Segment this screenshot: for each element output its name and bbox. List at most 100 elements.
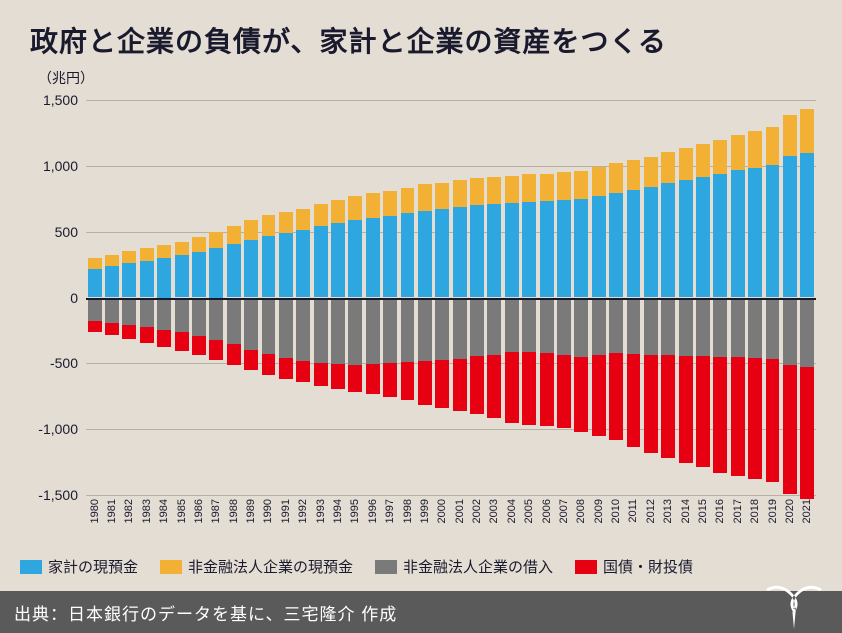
bar-segment [157,245,171,258]
bar-segment [348,220,362,298]
legend-label: 非金融法人企業の現預金 [188,556,353,577]
xtick-label: 2018 [749,499,761,523]
bar-segment [331,223,345,297]
bar-segment [418,211,432,298]
bar-segment [661,183,675,298]
bar-segment [192,298,206,336]
bar-segment [661,298,675,356]
bar-segment [244,220,258,239]
bar-segment [418,184,432,210]
bar-segment [157,258,171,298]
bar-segment [105,266,119,298]
bar-segment [296,298,310,361]
xtick-label: 1980 [89,499,101,523]
grid-line [86,495,816,496]
bar-segment [487,177,501,204]
xtick-label: 1986 [193,499,205,523]
bar-segment [557,298,571,355]
bar-segment [453,359,467,412]
ytick-label: -1,000 [38,421,78,437]
bar-segment [435,360,449,408]
xtick-label: 1997 [384,499,396,523]
bar-segment [522,298,536,353]
bar-segment [540,298,554,353]
bar-segment [627,190,641,298]
bar-segment [244,350,258,371]
bar-segment [470,178,484,205]
legend-swatch [20,560,42,574]
xtick-label: 2001 [454,499,466,523]
bar-segment [644,157,658,187]
xtick-label: 1985 [176,499,188,523]
bar-segment [175,255,189,297]
bar-segment [122,298,136,326]
bar-segment [679,180,693,298]
xtick-label: 2006 [541,499,553,523]
bar-segment [383,363,397,397]
bar-segment [435,298,449,361]
bar-segment [800,109,814,152]
bar-segment [140,261,154,298]
bar-segment [105,323,119,335]
bar-segment [731,357,745,476]
bar-segment [644,187,658,298]
bar-segment [418,361,432,404]
xtick-label: 1991 [280,499,292,523]
xtick-label: 1984 [158,499,170,523]
bar-segment [140,298,154,328]
bar-segment [609,193,623,298]
ytick-label: 1,500 [43,92,78,108]
xtick-label: 2014 [680,499,692,523]
bar-segment [209,298,223,340]
xtick-label: 1998 [402,499,414,523]
bar-segment [487,204,501,297]
ytick-label: 500 [55,224,78,240]
bar-segment [140,248,154,261]
bar-segment [540,174,554,202]
bar-segment [435,209,449,297]
xtick-label: 1995 [349,499,361,523]
bar-segment [453,207,467,297]
xtick-label: 2015 [697,499,709,523]
bar-segment [366,193,380,217]
bar-segment [505,352,519,423]
bar-segment [401,188,415,214]
grid-line [86,298,816,300]
bar-segment [175,332,189,351]
bar-segment [731,298,745,358]
xtick-label: 1994 [332,499,344,523]
bar-segment [696,298,710,357]
bar-segment [627,354,641,447]
xtick-label: 2004 [506,499,518,523]
bar-segment [209,340,223,360]
bar-segment [470,356,484,414]
logo-icon [762,579,826,629]
bar-segment [453,180,467,207]
bar-segment [487,298,501,355]
bar-segment [296,361,310,383]
bar-segment [574,357,588,431]
source-text: 出典：日本銀行のデータを基に、三宅隆介 作成 [14,600,397,625]
xtick-label: 1982 [123,499,135,523]
xtick-label: 1981 [106,499,118,523]
bar-segment [696,356,710,467]
bar-segment [401,298,415,363]
bar-segment [679,298,693,357]
bar-segment [766,298,780,360]
bar-segment [453,298,467,359]
bar-segment [679,356,693,463]
xtick-label: 2009 [593,499,605,523]
bar-segment [644,298,658,355]
bar-segment [296,209,310,231]
xtick-label: 1983 [141,499,153,523]
xtick-label: 1988 [228,499,240,523]
bar-segment [366,298,380,364]
bar-segment [574,171,588,199]
xtick-label: 1992 [297,499,309,523]
ytick-label: 0 [70,290,78,306]
bar-segment [783,156,797,298]
bar-segment [314,363,328,386]
bar-segment [383,216,397,298]
bar-segment [783,365,797,494]
bar-segment [279,358,293,379]
